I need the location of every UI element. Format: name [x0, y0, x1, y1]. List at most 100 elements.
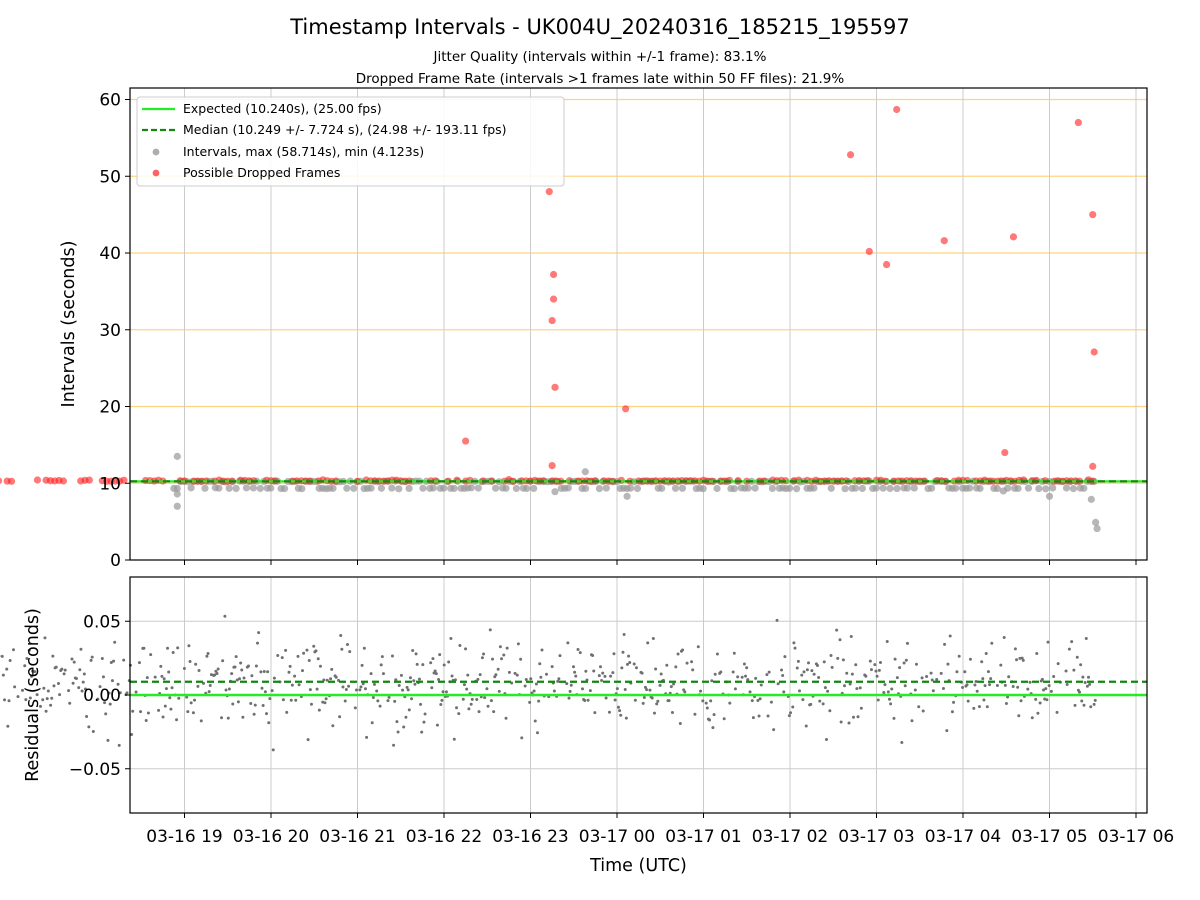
dropped-frame-point	[453, 476, 461, 484]
residual-point	[740, 675, 744, 679]
x-tick-label: 03-17 03	[838, 827, 914, 847]
interval-point	[512, 484, 520, 493]
residual-point	[253, 703, 257, 707]
residual-point	[144, 718, 148, 722]
residual-point	[781, 674, 785, 678]
residual-point	[1003, 683, 1007, 687]
interval-point	[827, 484, 835, 492]
residual-point	[371, 696, 375, 700]
residual-point	[106, 738, 110, 742]
residual-point	[45, 697, 49, 701]
residual-point	[892, 716, 896, 720]
residual-point	[586, 698, 590, 702]
residual-point	[187, 644, 191, 648]
residual-point	[656, 699, 660, 703]
residual-point	[475, 697, 479, 701]
residual-point	[533, 719, 537, 723]
residual-point	[557, 677, 561, 681]
interval-point	[367, 484, 375, 492]
residual-point	[968, 657, 972, 661]
residual-point	[162, 677, 166, 681]
residual-point	[569, 683, 573, 687]
residual-point	[1030, 716, 1034, 720]
residual-point	[1089, 705, 1093, 709]
interval-point	[910, 484, 918, 492]
dropped-frame-point	[846, 151, 855, 159]
interval-point	[395, 485, 403, 493]
residual-point	[6, 724, 10, 728]
residual-point	[343, 699, 347, 703]
residual-point	[528, 700, 532, 704]
residual-point	[839, 720, 843, 724]
residual-point	[965, 683, 969, 687]
residual-point	[60, 667, 64, 671]
residual-point	[252, 712, 256, 716]
residual-point	[325, 678, 329, 682]
residual-point	[1007, 675, 1011, 679]
residual-point	[782, 690, 786, 694]
residual-point	[658, 683, 662, 687]
residual-point	[260, 686, 264, 690]
residual-point	[1019, 699, 1023, 703]
residual-point	[483, 696, 487, 700]
residual-point	[1013, 647, 1017, 651]
residual-point	[247, 664, 251, 668]
residual-point	[281, 698, 285, 702]
residual-point	[406, 688, 410, 692]
interval-point	[793, 485, 801, 493]
residual-point	[1035, 651, 1039, 655]
residual-point	[387, 695, 391, 699]
y-tick-label: 0.05	[83, 612, 121, 632]
residual-point	[986, 670, 990, 674]
residual-point	[983, 684, 987, 688]
interval-point	[1049, 484, 1057, 492]
residual-point	[276, 653, 280, 657]
residual-point	[977, 705, 981, 709]
residual-point	[574, 674, 578, 678]
residual-point	[746, 678, 750, 682]
residual-point	[87, 725, 91, 729]
residual-point	[917, 705, 921, 709]
residual-point	[807, 661, 811, 665]
residual-point	[160, 674, 164, 678]
interval-point	[440, 484, 448, 492]
residual-point	[457, 712, 461, 716]
residual-point	[1, 673, 5, 677]
residual-point	[683, 690, 687, 694]
interval-point	[952, 484, 960, 492]
interval-point	[377, 484, 386, 492]
residual-point	[185, 695, 189, 699]
residual-point	[869, 668, 873, 672]
residual-point	[397, 683, 401, 687]
residual-point	[302, 651, 306, 655]
residual-point	[256, 641, 260, 645]
residual-point	[670, 710, 674, 714]
interval-point	[699, 485, 707, 493]
residual-point	[598, 665, 602, 669]
residual-point	[851, 715, 855, 719]
residual-point	[828, 709, 832, 713]
residual-point	[122, 658, 126, 662]
y-tick-label: 60	[99, 91, 121, 111]
residual-point	[110, 679, 114, 683]
x-tick-label: 03-17 00	[579, 827, 655, 847]
interval-point	[810, 484, 818, 492]
residual-point	[315, 687, 319, 691]
residual-point	[731, 670, 735, 674]
residual-point	[627, 654, 631, 658]
residual-point	[316, 657, 320, 661]
residual-point	[974, 679, 978, 683]
residual-point	[330, 667, 334, 671]
residual-point	[206, 651, 210, 655]
residual-point	[504, 716, 508, 720]
residual-point	[464, 647, 468, 651]
residual-point	[742, 662, 746, 666]
residual-point	[634, 666, 638, 670]
residual-point	[593, 711, 597, 715]
residual-point	[903, 684, 907, 688]
residual-point	[804, 724, 808, 728]
residual-point	[1067, 647, 1071, 651]
residual-point	[780, 668, 784, 672]
residual-point	[308, 688, 312, 692]
residual-point	[44, 709, 48, 713]
